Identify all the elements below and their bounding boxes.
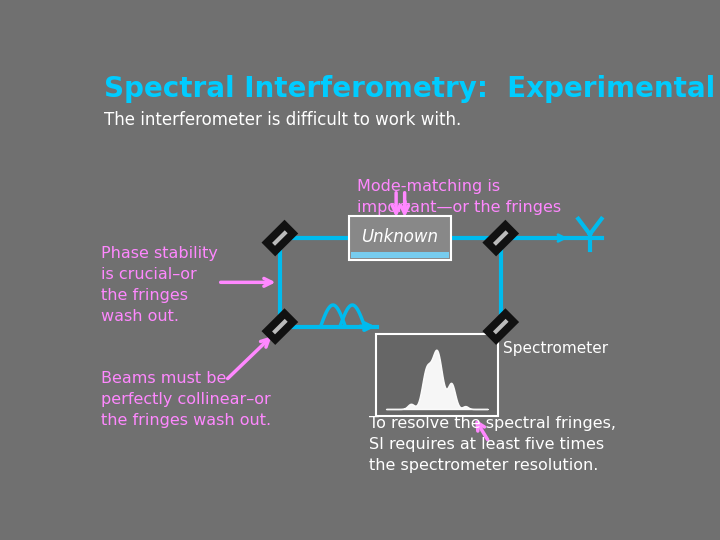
Text: The interferometer is difficult to work with.: The interferometer is difficult to work … [104,111,462,129]
Text: Phase stability
is crucial–or
the fringes
wash out.: Phase stability is crucial–or the fringe… [101,246,217,324]
Text: Beams must be
perfectly collinear–or
the fringes wash out.: Beams must be perfectly collinear–or the… [101,372,271,428]
FancyBboxPatch shape [376,334,498,416]
Text: Spectral Interferometry:  Experimental Issues: Spectral Interferometry: Experimental Is… [104,76,720,104]
Text: Unknown: Unknown [361,227,438,246]
Text: Mode-matching is
important—or the fringes
wash out.: Mode-matching is important—or the fringe… [357,179,562,236]
Text: To resolve the spectral fringes,
SI requires at least five times
the spectromete: To resolve the spectral fringes, SI requ… [369,416,616,473]
FancyBboxPatch shape [349,216,451,260]
Text: Spectrometer: Spectrometer [503,341,608,356]
Bar [351,252,449,258]
